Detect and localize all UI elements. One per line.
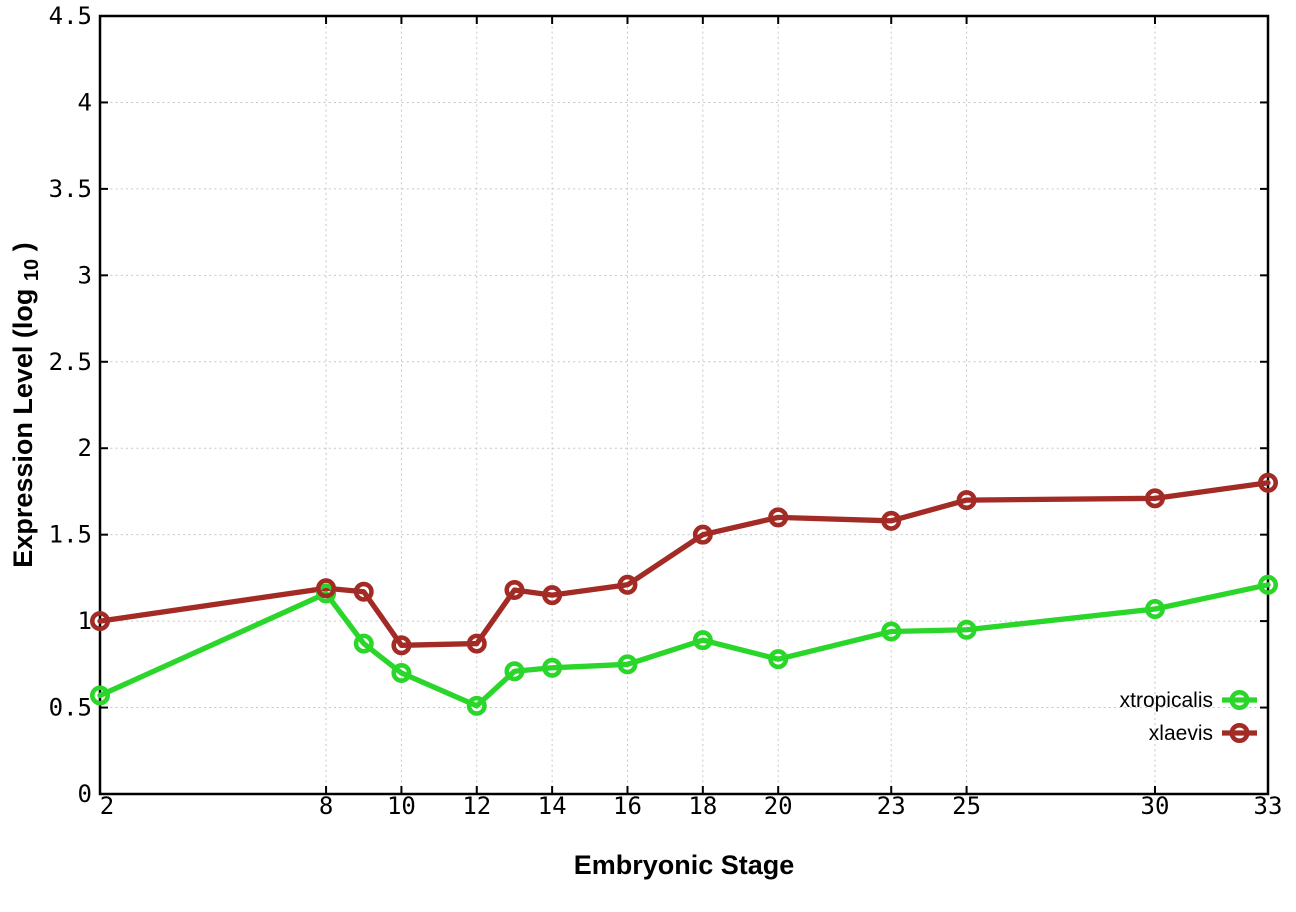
marker-xlaevis-stage-8	[316, 578, 337, 599]
x-tick-label-14: 14	[538, 792, 567, 820]
marker-xlaevis-stage-30	[1144, 488, 1165, 509]
marker-xtropicalis-stage-14	[542, 657, 563, 678]
axis-ticks	[99, 15, 1269, 795]
marker-xtropicalis-stage-10	[391, 662, 412, 683]
x-tick-labels: 2 8 10 12 14 16 18 20 23 25 30 33	[100, 792, 1283, 820]
marker-xlaevis-stage-16	[617, 574, 638, 595]
plot-border-box	[98, 14, 1270, 796]
y-tick-label-3: 3	[78, 261, 92, 289]
y-axis-title-end: )	[8, 242, 38, 251]
marker-xlaevis-stage-10	[391, 635, 412, 656]
x-tick-label-16: 16	[613, 792, 642, 820]
marker-xtropicalis-stage-33	[1258, 574, 1279, 595]
gridlines	[100, 16, 1268, 794]
x-tick-label-23: 23	[877, 792, 906, 820]
marker-xtropicalis-stage-23	[881, 621, 902, 642]
marker-xtropicalis-stage-25	[956, 619, 977, 640]
legend-marker-xtropicalis	[1229, 689, 1250, 710]
marker-xlaevis-stage-12	[466, 633, 487, 654]
legend: xtropicalis xlaevis	[1120, 689, 1257, 745]
series-lines	[97, 480, 1271, 709]
y-axis-title-main: Expression Level (log	[8, 289, 38, 568]
marker-xtropicalis-stage-9	[353, 633, 374, 654]
marker-xtropicalis-stage-16	[617, 654, 638, 675]
marker-xtropicalis-stage-30	[1144, 599, 1165, 620]
x-tick-label-12: 12	[462, 792, 491, 820]
y-tick-label-3.5: 3.5	[49, 175, 92, 203]
series-markers	[90, 472, 1279, 716]
marker-xtropicalis-stage-13	[504, 661, 525, 682]
series-line-xtropicalis	[97, 582, 1271, 709]
legend-markers	[1222, 689, 1257, 743]
y-tick-label-4: 4	[78, 88, 92, 116]
legend-label-xlaevis: xlaevis	[1149, 722, 1213, 745]
y-tick-label-1.5: 1.5	[49, 521, 92, 549]
y-tick-label-1: 1	[78, 607, 92, 635]
legend-label-xtropicalis: xtropicalis	[1120, 689, 1213, 712]
marker-xlaevis-stage-23	[881, 510, 902, 531]
marker-xlaevis-stage-13	[504, 579, 525, 600]
y-tick-label-4.5: 4.5	[49, 2, 92, 30]
marker-xlaevis-stage-2	[90, 611, 111, 632]
y-tick-label-0.5: 0.5	[49, 694, 92, 722]
plot-border	[98, 14, 1270, 796]
marker-xtropicalis-stage-20	[768, 649, 789, 670]
x-tick-label-2: 2	[100, 792, 114, 820]
x-tick-label-30: 30	[1141, 792, 1170, 820]
series-line-xlaevis	[97, 480, 1271, 648]
x-tick-label-33: 33	[1254, 792, 1283, 820]
x-axis-title: Embryonic Stage	[574, 850, 795, 880]
marker-xlaevis-stage-20	[768, 507, 789, 528]
marker-xlaevis-stage-33	[1258, 472, 1279, 493]
x-tick-label-25: 25	[952, 792, 981, 820]
x-tick-label-8: 8	[319, 792, 333, 820]
marker-xtropicalis-stage-18	[692, 630, 713, 651]
x-tick-label-20: 20	[764, 792, 793, 820]
y-tick-label-2.5: 2.5	[49, 348, 92, 376]
marker-xtropicalis-stage-12	[466, 695, 487, 716]
marker-xlaevis-stage-9	[353, 581, 374, 602]
y-axis-title: Expression Level (log 10 )	[8, 242, 44, 567]
marker-xlaevis-stage-18	[692, 524, 713, 545]
x-tick-label-10: 10	[387, 792, 416, 820]
y-tick-labels: 0 0.5 1 1.5 2 2.5 3 3.5 4 4.5	[49, 2, 92, 808]
marker-xtropicalis-stage-2	[90, 685, 111, 706]
y-tick-label-2: 2	[78, 434, 92, 462]
marker-xlaevis-stage-25	[956, 490, 977, 511]
legend-marker-xlaevis	[1229, 722, 1250, 743]
x-tick-label-18: 18	[688, 792, 717, 820]
marker-xlaevis-stage-14	[542, 585, 563, 606]
y-tick-label-0: 0	[78, 780, 92, 808]
y-axis-title-subscript: 10	[21, 259, 43, 281]
